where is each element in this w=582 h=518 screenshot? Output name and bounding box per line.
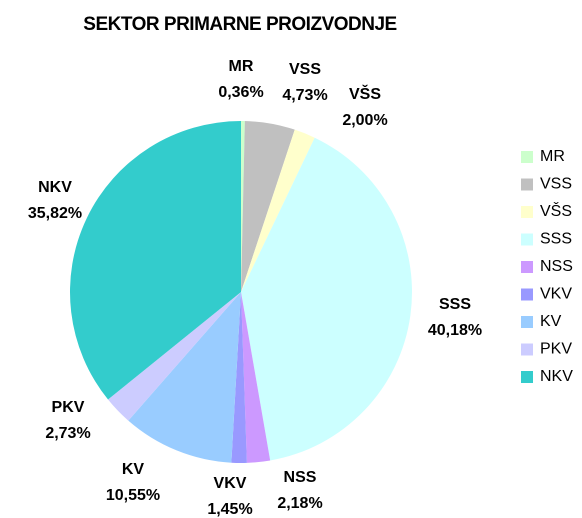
legend-swatch — [521, 316, 533, 328]
slice-value: 10,55% — [106, 487, 160, 504]
slice-value: 4,73% — [282, 87, 327, 104]
legend-swatch — [521, 151, 533, 163]
pie-slice — [241, 121, 295, 292]
slice-label: VKV — [214, 475, 247, 492]
slice-value: 2,18% — [277, 495, 322, 512]
legend-label: PKV — [540, 341, 572, 358]
legend-swatch — [521, 343, 533, 356]
legend-label: KV — [540, 313, 562, 330]
slice-value: 40,18% — [428, 322, 482, 339]
legend-label: NSS — [540, 258, 573, 275]
legend-label: VKV — [540, 286, 572, 303]
legend-swatch — [521, 206, 533, 218]
pie-slice — [128, 292, 241, 463]
slice-value: 35,82% — [28, 205, 82, 222]
legend-swatch — [521, 261, 533, 273]
slice-label: KV — [122, 461, 145, 478]
pie-slice — [241, 121, 245, 292]
legend-label: SSS — [540, 231, 572, 248]
legend-swatch — [521, 178, 533, 191]
slice-value: 1,45% — [207, 501, 252, 518]
pie-slice — [108, 292, 241, 421]
slice-label: VSS — [289, 61, 321, 78]
slice-value: 2,00% — [342, 112, 387, 129]
slice-label: PKV — [52, 399, 85, 416]
legend-swatch — [521, 371, 533, 383]
chart-title: SEKTOR PRIMARNE PROIZVODNJE — [83, 14, 396, 35]
pie-slice — [231, 292, 247, 464]
slice-label: NSS — [284, 469, 317, 486]
pie-slice — [69, 120, 242, 400]
legend-swatch — [521, 233, 533, 246]
slice-label: NKV — [38, 179, 72, 196]
legend-label: VŠS — [540, 201, 572, 220]
pie-slice — [241, 137, 412, 461]
slice-value: 2,73% — [45, 425, 90, 442]
legend-label: VSS — [540, 176, 572, 193]
legend-label: MR — [540, 148, 565, 165]
legend-label: NKV — [540, 368, 573, 385]
slice-label: MR — [229, 58, 254, 75]
pie-slice — [241, 292, 271, 463]
legend-swatch — [521, 288, 533, 301]
slice-label: SSS — [439, 296, 471, 313]
slice-label: VŠS — [349, 84, 381, 103]
slice-value: 0,36% — [218, 84, 263, 101]
pie-slice — [241, 129, 315, 292]
